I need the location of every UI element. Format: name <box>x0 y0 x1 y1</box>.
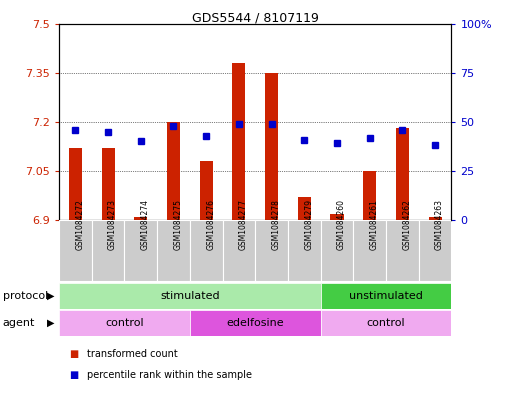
Bar <box>330 213 344 220</box>
Bar <box>396 129 409 220</box>
Bar <box>363 171 376 220</box>
Text: edelfosine: edelfosine <box>226 318 284 328</box>
Bar <box>69 148 82 220</box>
Text: agent: agent <box>3 318 35 328</box>
Bar <box>167 122 180 220</box>
Text: GSM1084276: GSM1084276 <box>206 199 215 250</box>
Bar <box>288 220 321 281</box>
Text: ■: ■ <box>69 349 78 359</box>
Text: GSM1084261: GSM1084261 <box>370 199 379 250</box>
Bar <box>298 197 311 220</box>
Bar <box>265 73 278 220</box>
Bar <box>124 220 157 281</box>
Bar <box>92 220 125 281</box>
Text: unstimulated: unstimulated <box>349 291 423 301</box>
Text: percentile rank within the sample: percentile rank within the sample <box>87 370 252 380</box>
Bar <box>102 148 114 220</box>
Bar <box>353 220 386 281</box>
Text: GSM1084277: GSM1084277 <box>239 199 248 250</box>
Bar <box>419 220 451 281</box>
Text: GDS5544 / 8107119: GDS5544 / 8107119 <box>192 12 319 25</box>
Text: GSM1084272: GSM1084272 <box>75 199 84 250</box>
Text: GSM1084275: GSM1084275 <box>173 199 183 250</box>
Text: control: control <box>367 318 405 328</box>
Text: protocol: protocol <box>3 291 48 301</box>
Text: ▶: ▶ <box>47 318 54 328</box>
Text: stimulated: stimulated <box>160 291 220 301</box>
Text: GSM1084262: GSM1084262 <box>402 199 411 250</box>
Bar <box>321 310 451 336</box>
Text: ▶: ▶ <box>47 291 54 301</box>
Bar <box>321 283 451 309</box>
Text: ■: ■ <box>69 370 78 380</box>
Bar <box>59 220 92 281</box>
Bar <box>157 220 190 281</box>
Bar <box>59 310 190 336</box>
Bar <box>200 161 213 220</box>
Bar <box>134 217 147 220</box>
Bar <box>223 220 255 281</box>
Text: GSM1084279: GSM1084279 <box>304 199 313 250</box>
Text: GSM1084278: GSM1084278 <box>271 199 281 250</box>
Text: GSM1084263: GSM1084263 <box>435 199 444 250</box>
Bar <box>190 220 223 281</box>
Bar <box>59 283 321 309</box>
Text: GSM1084260: GSM1084260 <box>337 199 346 250</box>
Bar <box>255 220 288 281</box>
Text: GSM1084273: GSM1084273 <box>108 199 117 250</box>
Text: transformed count: transformed count <box>87 349 178 359</box>
Text: GSM1084274: GSM1084274 <box>141 199 150 250</box>
Text: control: control <box>105 318 144 328</box>
Bar <box>386 220 419 281</box>
Bar <box>428 217 442 220</box>
Bar <box>321 220 353 281</box>
Bar <box>232 63 245 220</box>
Bar <box>190 310 321 336</box>
